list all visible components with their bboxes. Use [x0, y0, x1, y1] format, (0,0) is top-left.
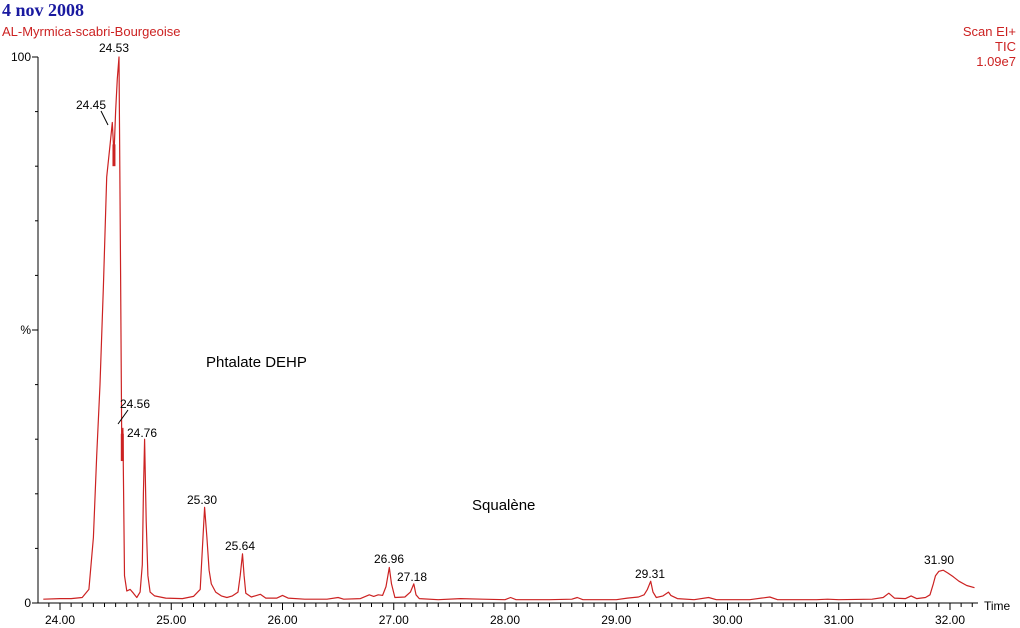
x-tick-label: 30.00: [712, 613, 742, 627]
x-tick-label: 24.00: [45, 613, 75, 627]
peak-label: 29.31: [635, 567, 665, 581]
run-date: 4 nov 2008: [2, 0, 85, 20]
peak-label: 25.30: [187, 493, 217, 507]
x-tick-label: 31.00: [824, 613, 854, 627]
y-tick-label: 0: [24, 596, 31, 610]
peak-label: 31.90: [924, 553, 954, 567]
peak-label: 27.18: [397, 570, 427, 584]
max-intensity: 1.09e7: [976, 54, 1016, 69]
sample-name: AL-Myrmica-scabri-Bourgeoise: [2, 24, 181, 39]
annotation-phtalate: Phtalate DEHP: [206, 354, 307, 371]
peak-label: 25.64: [225, 539, 255, 553]
x-tick-label: 28.00: [490, 613, 520, 627]
scan-mode: Scan EI+: [962, 24, 1016, 39]
peak-leader-line: [117, 409, 129, 425]
y-tick-label: 100: [11, 50, 31, 64]
peak-label: 24.53: [99, 41, 129, 55]
x-tick-label: 32.00: [935, 613, 965, 627]
x-tick-label: 27.00: [379, 613, 409, 627]
x-tick-label: 26.00: [267, 613, 297, 627]
y-axis-label: %: [20, 323, 31, 337]
trace-type: TIC: [995, 39, 1016, 54]
x-tick-label: 25.00: [156, 613, 186, 627]
x-tick-label: 29.00: [601, 613, 631, 627]
peak-label: 26.96: [374, 552, 404, 566]
peak-label: 24.45: [76, 98, 106, 112]
peak-leader-line: [100, 110, 109, 126]
acquisition-info: Scan EI+ TIC 1.09e7: [963, 24, 1016, 69]
x-axis-label: Time: [984, 599, 1011, 613]
peak-label: 24.56: [120, 397, 150, 411]
peak-label: 24.76: [127, 426, 157, 440]
annotation-squalene: Squalène: [472, 497, 535, 514]
tic-trace: [43, 56, 975, 601]
